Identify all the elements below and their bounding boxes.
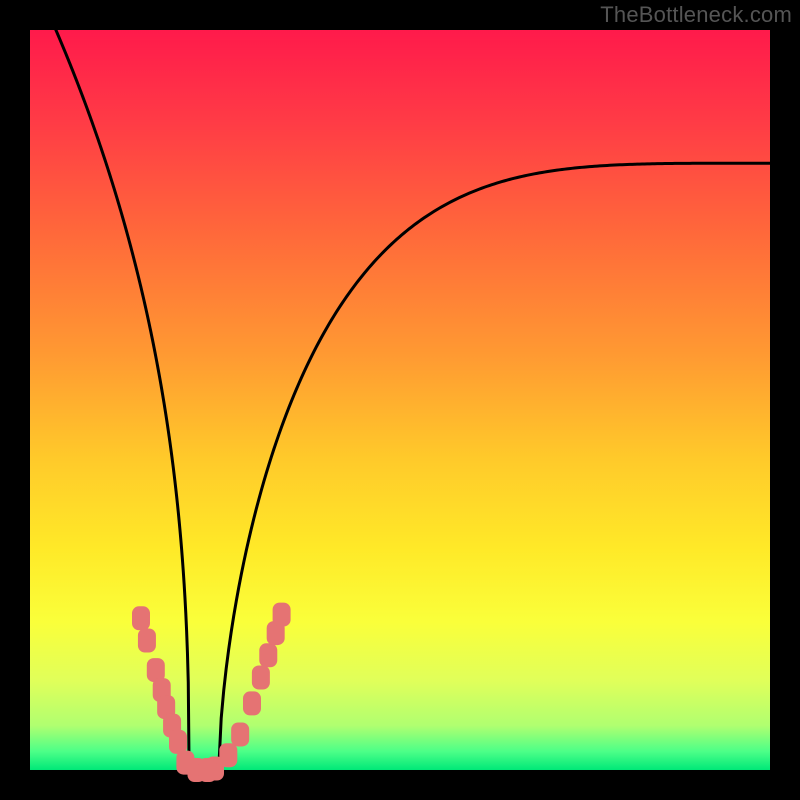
marker-left-1 xyxy=(138,629,156,653)
marker-left-0 xyxy=(132,606,150,630)
marker-right-1 xyxy=(219,743,237,767)
marker-right-3 xyxy=(243,691,261,715)
curve-left xyxy=(56,30,189,770)
curve-right xyxy=(219,163,770,770)
plot-area xyxy=(30,30,770,770)
marker-right-4 xyxy=(252,666,270,690)
bottleneck-curve-svg xyxy=(30,30,770,770)
marker-right-2 xyxy=(231,722,249,746)
marker-right-5 xyxy=(259,643,277,667)
marker-bottom-1 xyxy=(199,758,217,782)
marker-right-7 xyxy=(273,603,291,627)
chart-root: TheBottleneck.com xyxy=(0,0,800,800)
watermark-text: TheBottleneck.com xyxy=(600,2,792,28)
marker-left-6 xyxy=(169,730,187,754)
